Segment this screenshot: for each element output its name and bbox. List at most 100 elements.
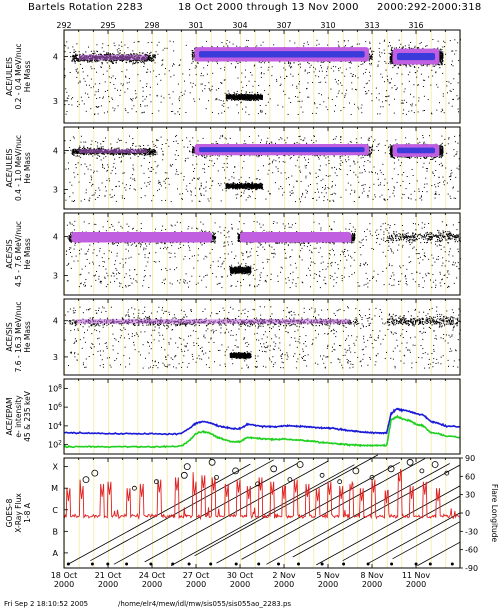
scatter-point	[337, 92, 339, 94]
scatter-point	[199, 98, 200, 100]
scatter-point	[393, 112, 395, 114]
scatter-point	[413, 96, 415, 98]
scatter-point	[347, 40, 349, 42]
scatter-point	[314, 102, 315, 104]
scatter-point	[283, 67, 285, 69]
scatter-point	[121, 71, 123, 73]
scatter-point	[369, 54, 371, 56]
scatter-point	[76, 68, 78, 70]
scatter-point	[295, 96, 296, 97]
scatter-point	[401, 47, 403, 49]
scatter-point	[338, 80, 339, 82]
scatter-point	[149, 52, 151, 54]
scatter-point	[90, 66, 92, 68]
scatter-point	[341, 72, 343, 74]
scatter-point	[350, 46, 352, 48]
scatter-point	[124, 108, 126, 110]
scatter-point	[309, 66, 311, 68]
scatter-point	[251, 91, 253, 93]
scatter-point	[249, 92, 251, 94]
scatter-point	[135, 111, 137, 113]
scatter-point	[170, 111, 172, 112]
scatter-point	[100, 66, 102, 68]
scatter-point	[280, 76, 282, 78]
scatter-point	[109, 101, 111, 103]
scatter-point	[77, 82, 79, 84]
scatter-point	[225, 43, 227, 45]
scatter-point	[245, 91, 247, 93]
scatter-point	[260, 76, 262, 78]
scatter-point	[196, 62, 198, 64]
scatter-point	[379, 51, 381, 53]
scatter-point	[432, 75, 434, 77]
scatter-point	[75, 50, 77, 52]
scatter-point	[408, 110, 410, 112]
scatter-point	[236, 45, 238, 47]
scatter-point	[408, 46, 410, 48]
scatter-point	[183, 93, 185, 95]
scatter-point	[125, 76, 127, 78]
scatter-point	[76, 59, 78, 61]
scatter-point	[131, 108, 133, 110]
scatter-point	[233, 91, 235, 93]
scatter-point	[439, 64, 441, 66]
scatter-point	[292, 84, 294, 86]
figure-title-rotation: Bartels Rotation 2283	[28, 2, 143, 13]
scatter-point	[150, 56, 152, 58]
scatter-point	[133, 41, 135, 43]
scatter-point	[435, 71, 437, 73]
scatter-point	[148, 54, 150, 56]
scatter-point	[378, 99, 380, 101]
scatter-point	[265, 113, 267, 115]
scatter-point	[316, 107, 318, 109]
scatter-point	[245, 99, 247, 101]
scatter-point	[200, 83, 202, 85]
scatter-point	[292, 75, 294, 77]
scatter-point	[326, 68, 328, 70]
scatter-point	[85, 51, 87, 53]
scatter-point	[138, 41, 140, 43]
scatter-point	[139, 52, 141, 54]
scatter-point	[440, 59, 442, 61]
scatter-point	[90, 78, 92, 80]
scatter-point	[118, 44, 120, 46]
scatter-point	[66, 97, 68, 99]
scatter-point	[436, 84, 438, 86]
scatter-point	[211, 45, 213, 47]
scatter-point	[98, 54, 100, 56]
scatter-point	[180, 59, 182, 61]
scatter-point	[82, 53, 84, 55]
scatter-point	[66, 111, 68, 112]
scatter-point	[234, 93, 236, 95]
scatter-point	[446, 85, 448, 87]
scatter-point	[98, 89, 99, 91]
scatter-point	[77, 60, 79, 62]
scatter-point	[141, 112, 143, 114]
scatter-point	[442, 95, 444, 97]
scatter-point	[97, 91, 99, 93]
scatter-point	[102, 43, 104, 45]
scatter-point	[286, 76, 288, 77]
scatter-point	[117, 51, 119, 53]
scatter-point	[113, 60, 115, 62]
scatter-point	[134, 90, 136, 92]
scatter-point	[327, 66, 329, 68]
scatter-point	[457, 98, 459, 100]
scatter-point	[105, 53, 107, 55]
scatter-point	[318, 93, 320, 94]
scatter-point	[260, 62, 262, 64]
scatter-point	[96, 50, 98, 52]
scatter-point	[369, 48, 371, 50]
scatter-point	[113, 42, 115, 44]
scatter-point	[137, 62, 139, 64]
scatter-point	[379, 54, 380, 56]
scatter-point	[307, 96, 309, 98]
scatter-point	[451, 64, 452, 66]
scatter-point	[239, 61, 241, 63]
scatter-point	[244, 46, 246, 48]
scatter-point	[442, 93, 444, 95]
scatter-point	[240, 81, 242, 83]
scatter-point	[398, 64, 400, 66]
scatter-point	[158, 41, 160, 43]
